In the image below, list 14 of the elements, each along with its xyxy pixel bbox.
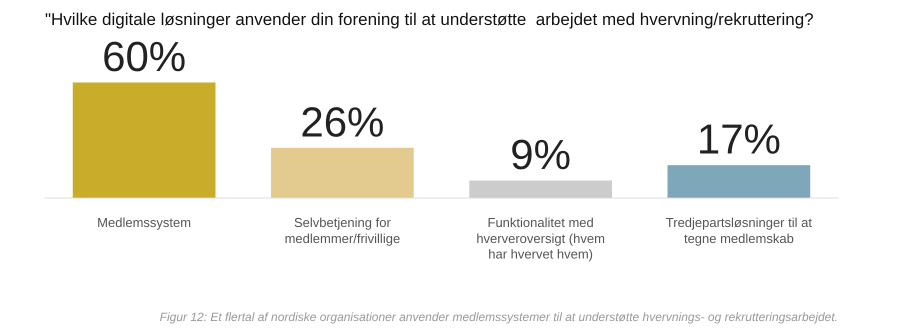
data-label: 17%: [696, 116, 781, 163]
x-tick-label: Tredjepartsløsninger til at tegne medlemskab: [666, 215, 812, 246]
text: Figur 12: Et flertal af nordiske organisationer anvender medlemssystemer til at understøtte hvervnings- og rekrutteringsarbejdet.: [160, 310, 838, 324]
x-tick-label: Selvbetjening for medlemmer/frivillige: [284, 215, 400, 246]
bar: [271, 148, 414, 198]
bar: [469, 180, 612, 198]
chart-title: "Hvilke digitale løsninger anvender din forening til at understøtte arbejdet med hvervning/rekruttering?: [45, 10, 814, 29]
x-tick-label: Medlemssystem: [97, 215, 192, 230]
data-label: 60%: [102, 32, 186, 80]
x-tick-label: Funktionalitet med hververoversigt (hvem har hvervet hvem): [476, 215, 605, 262]
data-label: 9%: [510, 131, 571, 178]
bar: [668, 165, 810, 198]
bar: [72, 82, 216, 198]
data-label: 26%: [300, 98, 384, 146]
